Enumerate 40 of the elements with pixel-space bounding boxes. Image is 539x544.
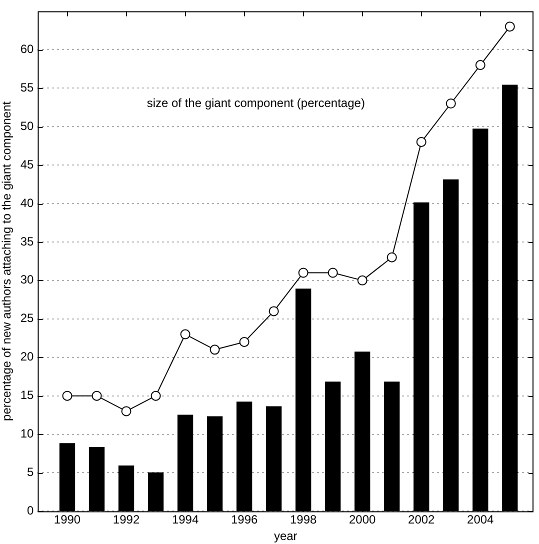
y-tick-label: 50 [20,118,34,133]
y-tick-label: 10 [20,426,34,441]
point [357,275,368,286]
x-tick-label: 2002 [408,512,436,527]
y-tick-label: 30 [20,272,34,287]
point [446,98,456,109]
y-tick-label: 5 [27,465,34,480]
text: size of the giant component (percentage) [146,96,365,110]
point [180,329,190,340]
point [475,60,486,70]
x-axis-title: year [274,529,298,544]
point [386,252,397,262]
x-tick-label: 2004 [467,512,494,527]
y-axis-title: percentage of new authors attaching to the giant component [0,100,14,421]
y-tick-label: 25 [20,311,34,326]
y-tick-label: 60 [20,42,34,56]
point [268,306,279,316]
point [328,268,338,278]
x-tick-label: 1996 [230,512,258,527]
x-tick-label: 1992 [112,512,140,527]
y-tick-label: 55 [20,80,34,94]
point [416,136,426,147]
point [239,336,250,347]
point [298,268,308,278]
y-tick-label: 40 [20,196,34,210]
x-tick-label: 1990 [54,512,81,527]
y-tick-label: 45 [20,157,34,172]
point [504,22,515,32]
x-tick-label: 1998 [290,512,317,527]
x-tick-label: 1994 [172,512,199,527]
x-tick-label: 2000 [348,512,376,527]
point [62,390,72,401]
y-tick-label: 15 [20,388,34,402]
point [121,406,132,416]
y-tick-label: 35 [20,234,34,248]
point [150,390,161,401]
point [210,344,220,355]
y-tick-label: 0 [27,504,34,518]
y-tick-label: 20 [20,350,34,364]
point [92,390,102,401]
